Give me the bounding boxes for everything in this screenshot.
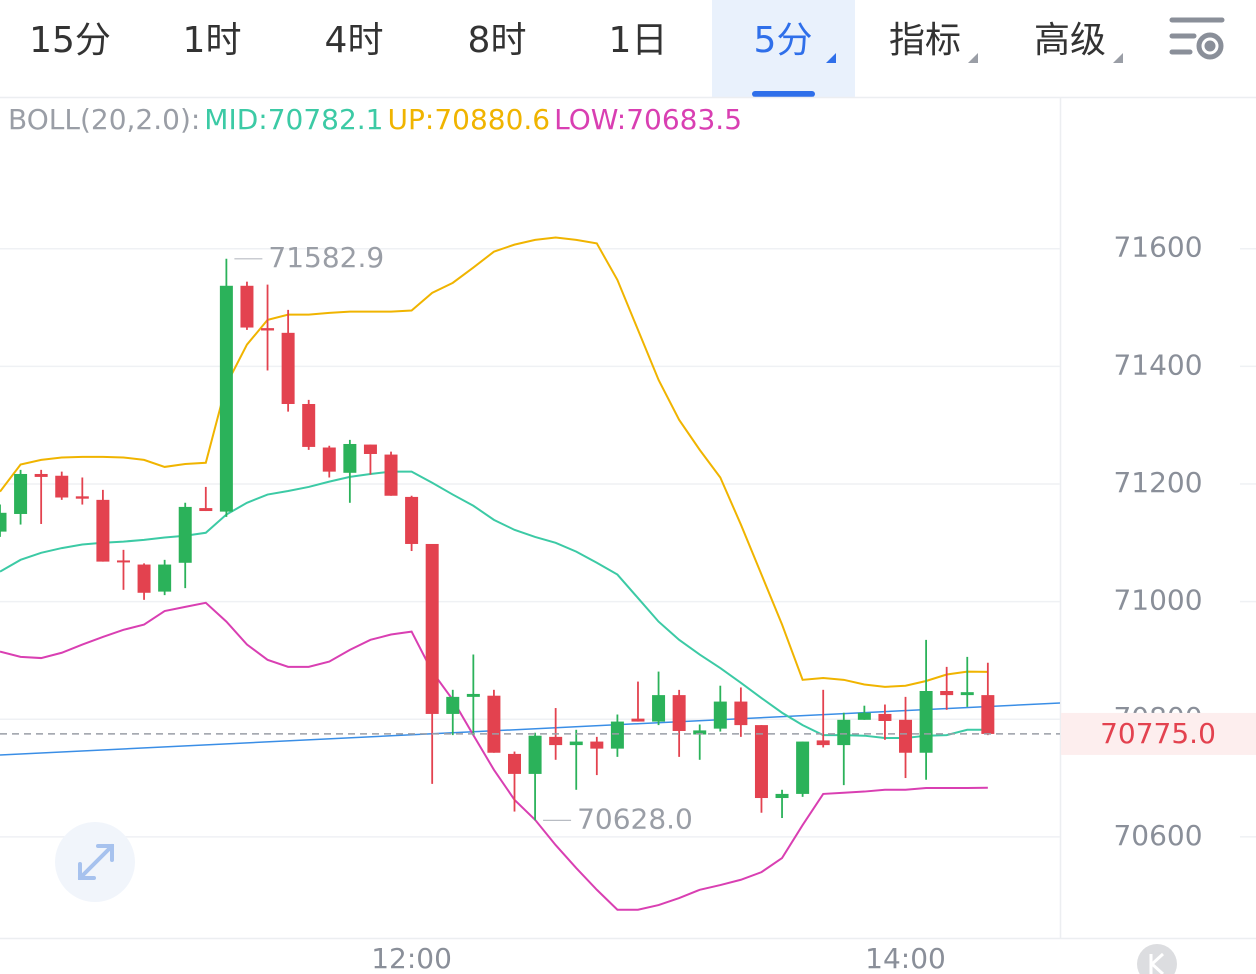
y-tick-label: 71200 (1113, 466, 1202, 499)
plot-area (0, 236, 1060, 911)
tab[interactable]: 5分 (754, 20, 813, 61)
tab[interactable]: 指标 (889, 20, 961, 61)
active-tab-indicator (752, 91, 815, 97)
candle-body (693, 730, 707, 735)
candle-body (261, 328, 275, 331)
tab-bar: 15分 1时 4时 8时 1日 5分 指标 高级 (29, 0, 1123, 97)
candle-body (363, 444, 377, 454)
indicator-value: UP:70880.6 (388, 103, 551, 136)
y-axis: 716007140071200710007080070600 (1113, 231, 1202, 852)
candle-body (713, 701, 727, 729)
dropdown-caret (826, 53, 836, 63)
candle-body (34, 473, 48, 477)
annotation-label: 71582.9 (268, 241, 384, 274)
tab[interactable]: 高级 (1034, 20, 1106, 61)
candle-body (549, 736, 563, 746)
candle-body (837, 719, 851, 746)
candle-body (878, 713, 892, 721)
candle-body (322, 447, 336, 472)
expand-button[interactable] (55, 822, 135, 902)
candle-body (116, 560, 130, 563)
dropdown-caret (1113, 53, 1123, 63)
candle-body (981, 695, 995, 734)
tab[interactable]: 4时 (325, 20, 384, 61)
last-price-label: 70775.0 (1100, 717, 1216, 750)
candle-body (569, 741, 583, 746)
x-tick-label: 12:00 (371, 942, 452, 974)
candle-body (384, 454, 398, 496)
k-button[interactable] (1137, 944, 1177, 974)
candle-body (919, 690, 933, 753)
tab[interactable]: 8时 (468, 20, 527, 61)
candle-body (158, 564, 172, 592)
settings-icon[interactable] (1169, 17, 1225, 60)
candle-body (652, 695, 666, 722)
y-tick-label: 71400 (1113, 348, 1202, 381)
annotation-label: 70628.0 (577, 802, 693, 835)
boll-line (0, 601, 988, 911)
candle-body (734, 701, 748, 726)
y-tick-label: 71000 (1113, 584, 1202, 617)
candle-body (899, 719, 913, 753)
active-tab-bg (712, 0, 855, 97)
candle-body (178, 506, 192, 563)
candle-body (775, 793, 789, 799)
candle-body (425, 543, 439, 714)
candle-body (754, 725, 768, 799)
candle-body (528, 735, 542, 774)
candle-body (857, 712, 871, 720)
candle-body (405, 496, 419, 544)
tab[interactable]: 15分 (29, 20, 111, 61)
candle-body (199, 508, 213, 512)
candle-body (466, 693, 480, 697)
candle-body (446, 696, 460, 714)
candle-body (590, 741, 604, 749)
tab[interactable]: 1日 (609, 20, 668, 61)
y-tick-label: 71600 (1113, 231, 1202, 264)
candle-body (55, 475, 69, 498)
candle-body (302, 403, 316, 447)
candle-body (672, 695, 686, 731)
grid (0, 247, 1256, 838)
candle-body (14, 473, 28, 514)
tab[interactable]: 1时 (183, 20, 242, 61)
indicator-value: BOLL(20,2.0): (8, 103, 200, 136)
candle-body (487, 695, 501, 753)
indicator-value: MID:70782.1 (204, 103, 383, 136)
candle-body (75, 496, 89, 499)
x-tick-label: 14:00 (865, 942, 946, 974)
candle-body (796, 741, 810, 794)
candle-body (281, 332, 295, 404)
last-price-box (1061, 712, 1256, 755)
indicator-value: LOW:70683.5 (554, 103, 742, 136)
candle-body (0, 512, 7, 532)
dropdown-caret (968, 53, 978, 63)
trend-line (0, 702, 1060, 756)
y-tick-label: 70600 (1113, 819, 1202, 852)
candle-body (960, 692, 974, 696)
candle-body (219, 285, 233, 512)
candle-body (343, 443, 357, 473)
candle-body (96, 499, 110, 562)
candle-body (137, 564, 151, 593)
candle-body (240, 285, 254, 328)
candle-body (508, 753, 521, 774)
candle-body (816, 740, 830, 746)
boll-line (0, 236, 988, 688)
candle-body (631, 718, 645, 722)
candle-body (610, 721, 624, 749)
candle-body (940, 690, 954, 696)
